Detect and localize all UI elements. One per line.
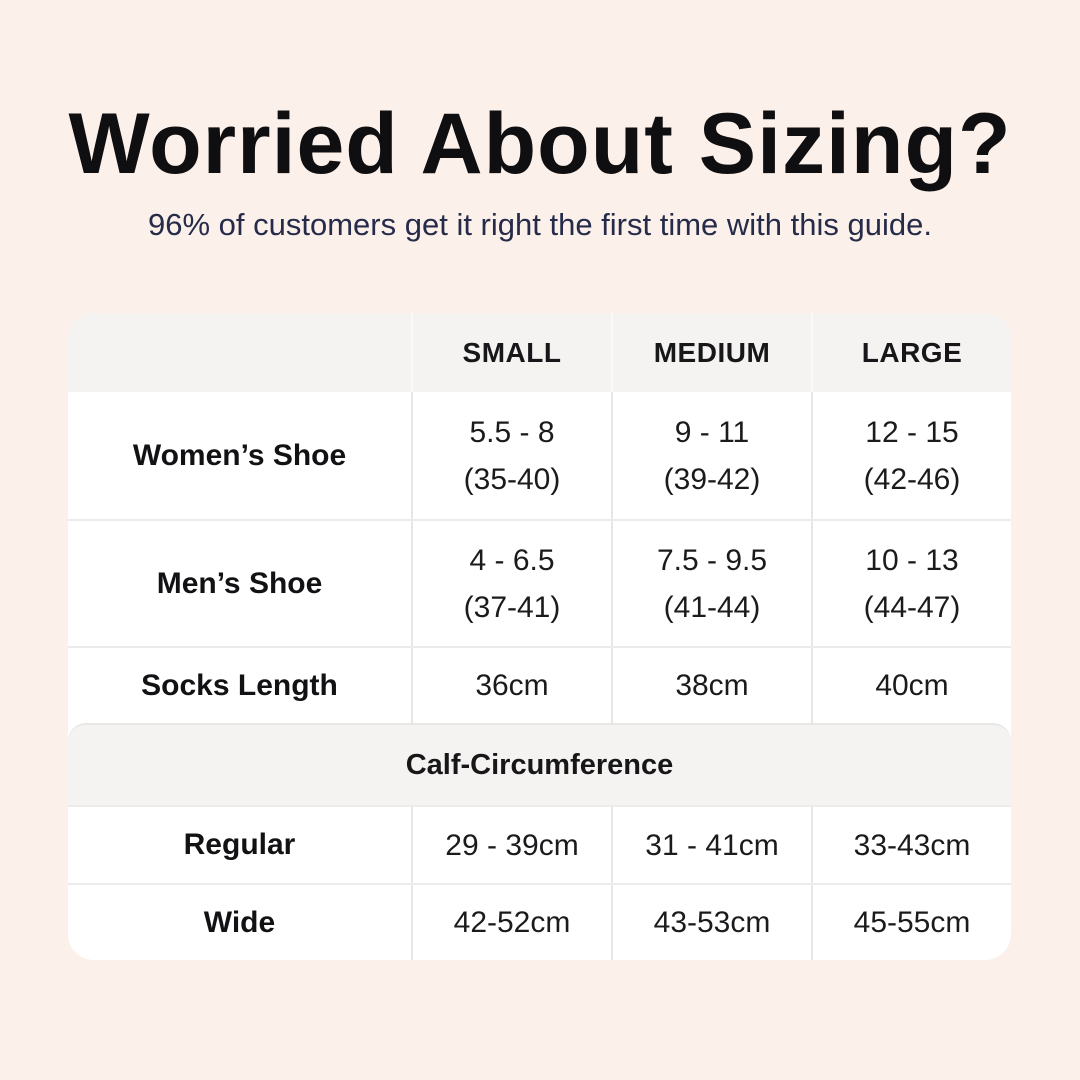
cell-large: 40cm	[811, 648, 1011, 723]
cell-medium: 31 - 41cm	[611, 807, 811, 883]
cell-line: (37-41)	[463, 590, 561, 624]
header-cell-large: LARGE	[811, 313, 1011, 392]
cell-medium: 43-53cm	[611, 885, 811, 960]
row-label: Socks Length	[141, 668, 338, 702]
cell-line: (39-42)	[663, 462, 761, 496]
row-label: Wide	[203, 905, 276, 939]
cell-medium: 38cm	[611, 648, 811, 723]
cell-line: 5.5 - 8	[469, 415, 555, 449]
cell-large: 45-55cm	[811, 885, 1011, 960]
cell-small: 42-52cm	[411, 885, 611, 960]
row-label: Women’s Shoe	[132, 438, 347, 472]
cell-line: 31 - 41cm	[645, 828, 779, 862]
cell-small: 29 - 39cm	[411, 807, 611, 883]
cell-line: 45-55cm	[853, 906, 971, 939]
cell-line: 9 - 11	[674, 415, 750, 449]
table-row-womens-shoe: Women’s Shoe 5.5 - 8 (35-40) 9 - 11 (39-…	[68, 392, 1011, 519]
cell-line: 7.5 - 9.5	[656, 543, 768, 577]
page-subtitle: 96% of customers get it right the first …	[148, 207, 932, 242]
cell-line: 4 - 6.5	[469, 543, 555, 577]
cell-line: (41-44)	[663, 590, 761, 624]
table-row-mens-shoe: Men’s Shoe 4 - 6.5 (37-41) 7.5 - 9.5 (41…	[68, 519, 1011, 646]
cell-line: 43-53cm	[653, 906, 771, 939]
cell-line: 42-52cm	[453, 906, 571, 939]
cell-line: 10 - 13	[865, 543, 959, 577]
table-row-socks-length: Socks Length 36cm 38cm 40cm	[68, 646, 1011, 723]
cell-small: 4 - 6.5 (37-41)	[411, 521, 611, 646]
cell-large: 10 - 13 (44-47)	[811, 521, 1011, 646]
size-chart-table: SMALL MEDIUM LARGE Women’s Shoe 5.5 - 8 …	[68, 313, 1011, 960]
cell-line: 36cm	[475, 669, 549, 702]
table-row-regular: Regular 29 - 39cm 31 - 41cm 33-43cm	[68, 805, 1011, 883]
cell-small: 36cm	[411, 648, 611, 723]
cell-small: 5.5 - 8 (35-40)	[411, 392, 611, 519]
cell-large: 33-43cm	[811, 807, 1011, 883]
cell-line: 33-43cm	[853, 828, 971, 862]
cell-medium: 7.5 - 9.5 (41-44)	[611, 521, 811, 646]
row-label: Regular	[183, 828, 296, 861]
cell-line: 40cm	[875, 669, 949, 702]
cell-line: (35-40)	[463, 462, 561, 496]
row-label: Men’s Shoe	[156, 566, 323, 600]
cell-medium: 9 - 11 (39-42)	[611, 392, 811, 519]
cell-line: 12 - 15	[865, 415, 959, 449]
cell-large: 12 - 15 (42-46)	[811, 392, 1011, 519]
table-row-wide: Wide 42-52cm 43-53cm 45-55cm	[68, 883, 1011, 960]
header-cell-empty	[68, 313, 411, 392]
cell-line: (44-47)	[863, 590, 961, 624]
cell-line: 29 - 39cm	[445, 828, 579, 862]
table-header-row: SMALL MEDIUM LARGE	[68, 313, 1011, 392]
cell-line: 38cm	[675, 669, 749, 702]
cell-line: (42-46)	[863, 462, 961, 496]
header-cell-small: SMALL	[411, 313, 611, 392]
header-cell-medium: MEDIUM	[611, 313, 811, 392]
section-header-calf-circumference: Calf-Circumference	[68, 723, 1011, 805]
page-title: Worried About Sizing?	[68, 96, 1012, 192]
